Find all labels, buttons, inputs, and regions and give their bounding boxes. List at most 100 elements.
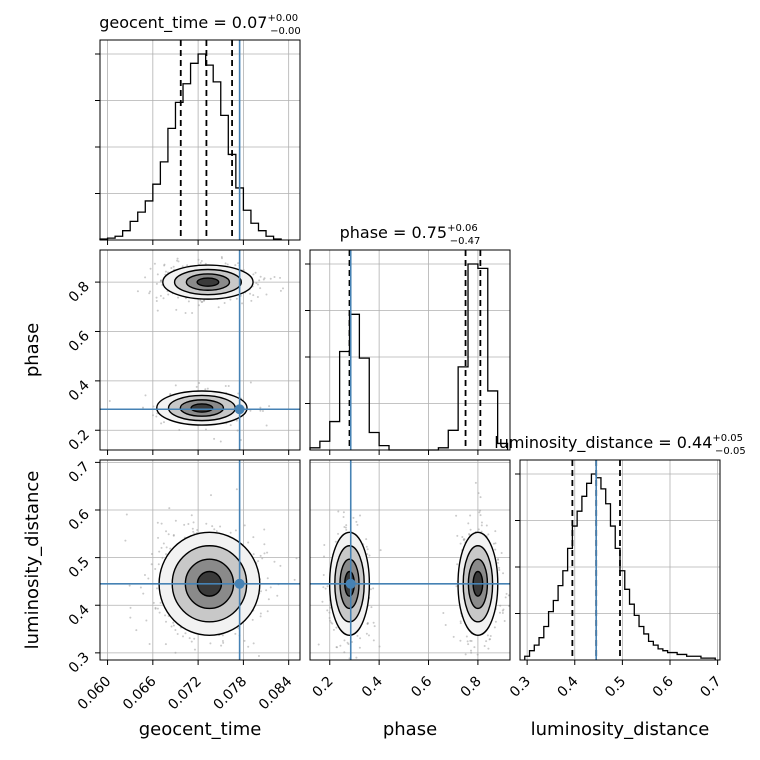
sample-point <box>359 637 362 640</box>
sample-point <box>204 428 207 431</box>
sample-point <box>247 541 250 544</box>
sample-point <box>167 293 170 296</box>
sample-point <box>217 306 220 309</box>
sample-point <box>502 608 505 611</box>
sample-point <box>324 587 327 590</box>
sample-point <box>452 635 455 638</box>
sample-point <box>164 270 167 273</box>
sample-point <box>474 481 477 484</box>
sample-point <box>174 519 177 522</box>
sample-point <box>199 261 202 264</box>
panel-title: geocent_time = 0.07+0.00 −0.00 <box>99 13 301 37</box>
sample-point <box>251 618 254 621</box>
panel-distance-vs-geocent-time: 0.3 0.4 0.5 0.6 0.7 0.060 0.066 0.072 0.078 0.084 <box>66 459 301 713</box>
sample-point <box>373 625 376 628</box>
sample-point <box>199 299 202 302</box>
sample-point <box>317 643 320 646</box>
sample-point <box>155 299 158 302</box>
sample-point <box>335 646 338 649</box>
sample-point <box>196 528 199 531</box>
sample-point <box>139 586 142 589</box>
sample-point <box>181 265 184 268</box>
sample-point <box>487 533 490 536</box>
sample-point <box>160 522 163 525</box>
sample-point <box>175 308 178 311</box>
sample-point <box>476 653 479 656</box>
sample-point <box>176 633 179 636</box>
sample-point <box>150 553 153 556</box>
sample-point <box>480 524 483 527</box>
sample-point <box>487 647 490 650</box>
sample-point <box>224 262 227 265</box>
sample-point <box>209 494 212 497</box>
sample-point <box>343 526 346 529</box>
sample-point <box>461 536 464 538</box>
sample-point <box>236 429 239 432</box>
sample-point <box>494 530 497 533</box>
sample-point <box>456 534 459 537</box>
sample-point <box>257 560 260 563</box>
sample-point <box>162 421 165 424</box>
sample-point <box>213 437 216 440</box>
sample-point <box>247 645 250 648</box>
sample-point <box>265 424 268 427</box>
sample-point <box>492 542 495 545</box>
x-tick-label: 0.6 <box>650 673 677 700</box>
sample-point <box>176 257 179 260</box>
sample-point <box>159 601 162 604</box>
panel-frame <box>309 249 511 451</box>
sample-point <box>164 614 167 617</box>
sample-point <box>249 292 252 295</box>
sample-point <box>366 622 369 625</box>
sample-point <box>205 522 208 525</box>
sample-point <box>262 278 265 281</box>
sample-point <box>177 296 180 299</box>
sample-point <box>257 654 260 657</box>
sample-point <box>160 279 163 282</box>
sample-point <box>293 578 296 581</box>
sample-point <box>143 574 146 577</box>
sample-point <box>263 552 266 555</box>
sample-point <box>192 530 195 533</box>
sample-point <box>193 637 196 640</box>
sample-point <box>459 639 462 642</box>
sample-point <box>167 533 170 536</box>
sample-point <box>156 521 159 524</box>
panel-geocent-time: geocent_time = 0.07+0.00 −0.00 <box>95 13 301 245</box>
sample-point <box>368 554 371 557</box>
sample-point <box>261 409 264 412</box>
sample-point <box>191 312 194 315</box>
sample-point <box>276 594 279 597</box>
sample-point <box>219 440 222 443</box>
sample-point <box>197 304 200 307</box>
panel-frame <box>519 459 721 661</box>
sample-point <box>342 511 345 514</box>
sample-point <box>480 530 483 533</box>
sample-point <box>188 637 191 640</box>
sample-point <box>355 656 358 659</box>
sample-point <box>470 651 473 654</box>
sample-point <box>128 584 131 587</box>
sample-point <box>229 424 232 427</box>
sample-point <box>343 639 346 642</box>
sample-point <box>346 641 349 644</box>
sample-point <box>250 299 253 302</box>
sample-point <box>273 560 276 563</box>
sample-point <box>322 573 325 576</box>
sample-point <box>273 276 276 279</box>
sample-point <box>252 294 255 297</box>
sample-point <box>219 525 222 528</box>
y-tick-label: 0.7 <box>66 459 93 486</box>
sample-point <box>187 300 190 303</box>
panel-luminosity-distance: luminosity_distance = 0.44+0.05 −0.05 0.3 0… <box>494 433 745 701</box>
sample-point <box>467 643 470 646</box>
sample-point <box>204 388 207 391</box>
sample-point <box>148 292 151 295</box>
sample-point <box>142 592 145 595</box>
sample-point <box>190 640 193 643</box>
sample-point <box>156 607 159 610</box>
sample-point <box>154 567 157 570</box>
sample-point <box>263 528 266 531</box>
sample-point <box>152 405 155 408</box>
